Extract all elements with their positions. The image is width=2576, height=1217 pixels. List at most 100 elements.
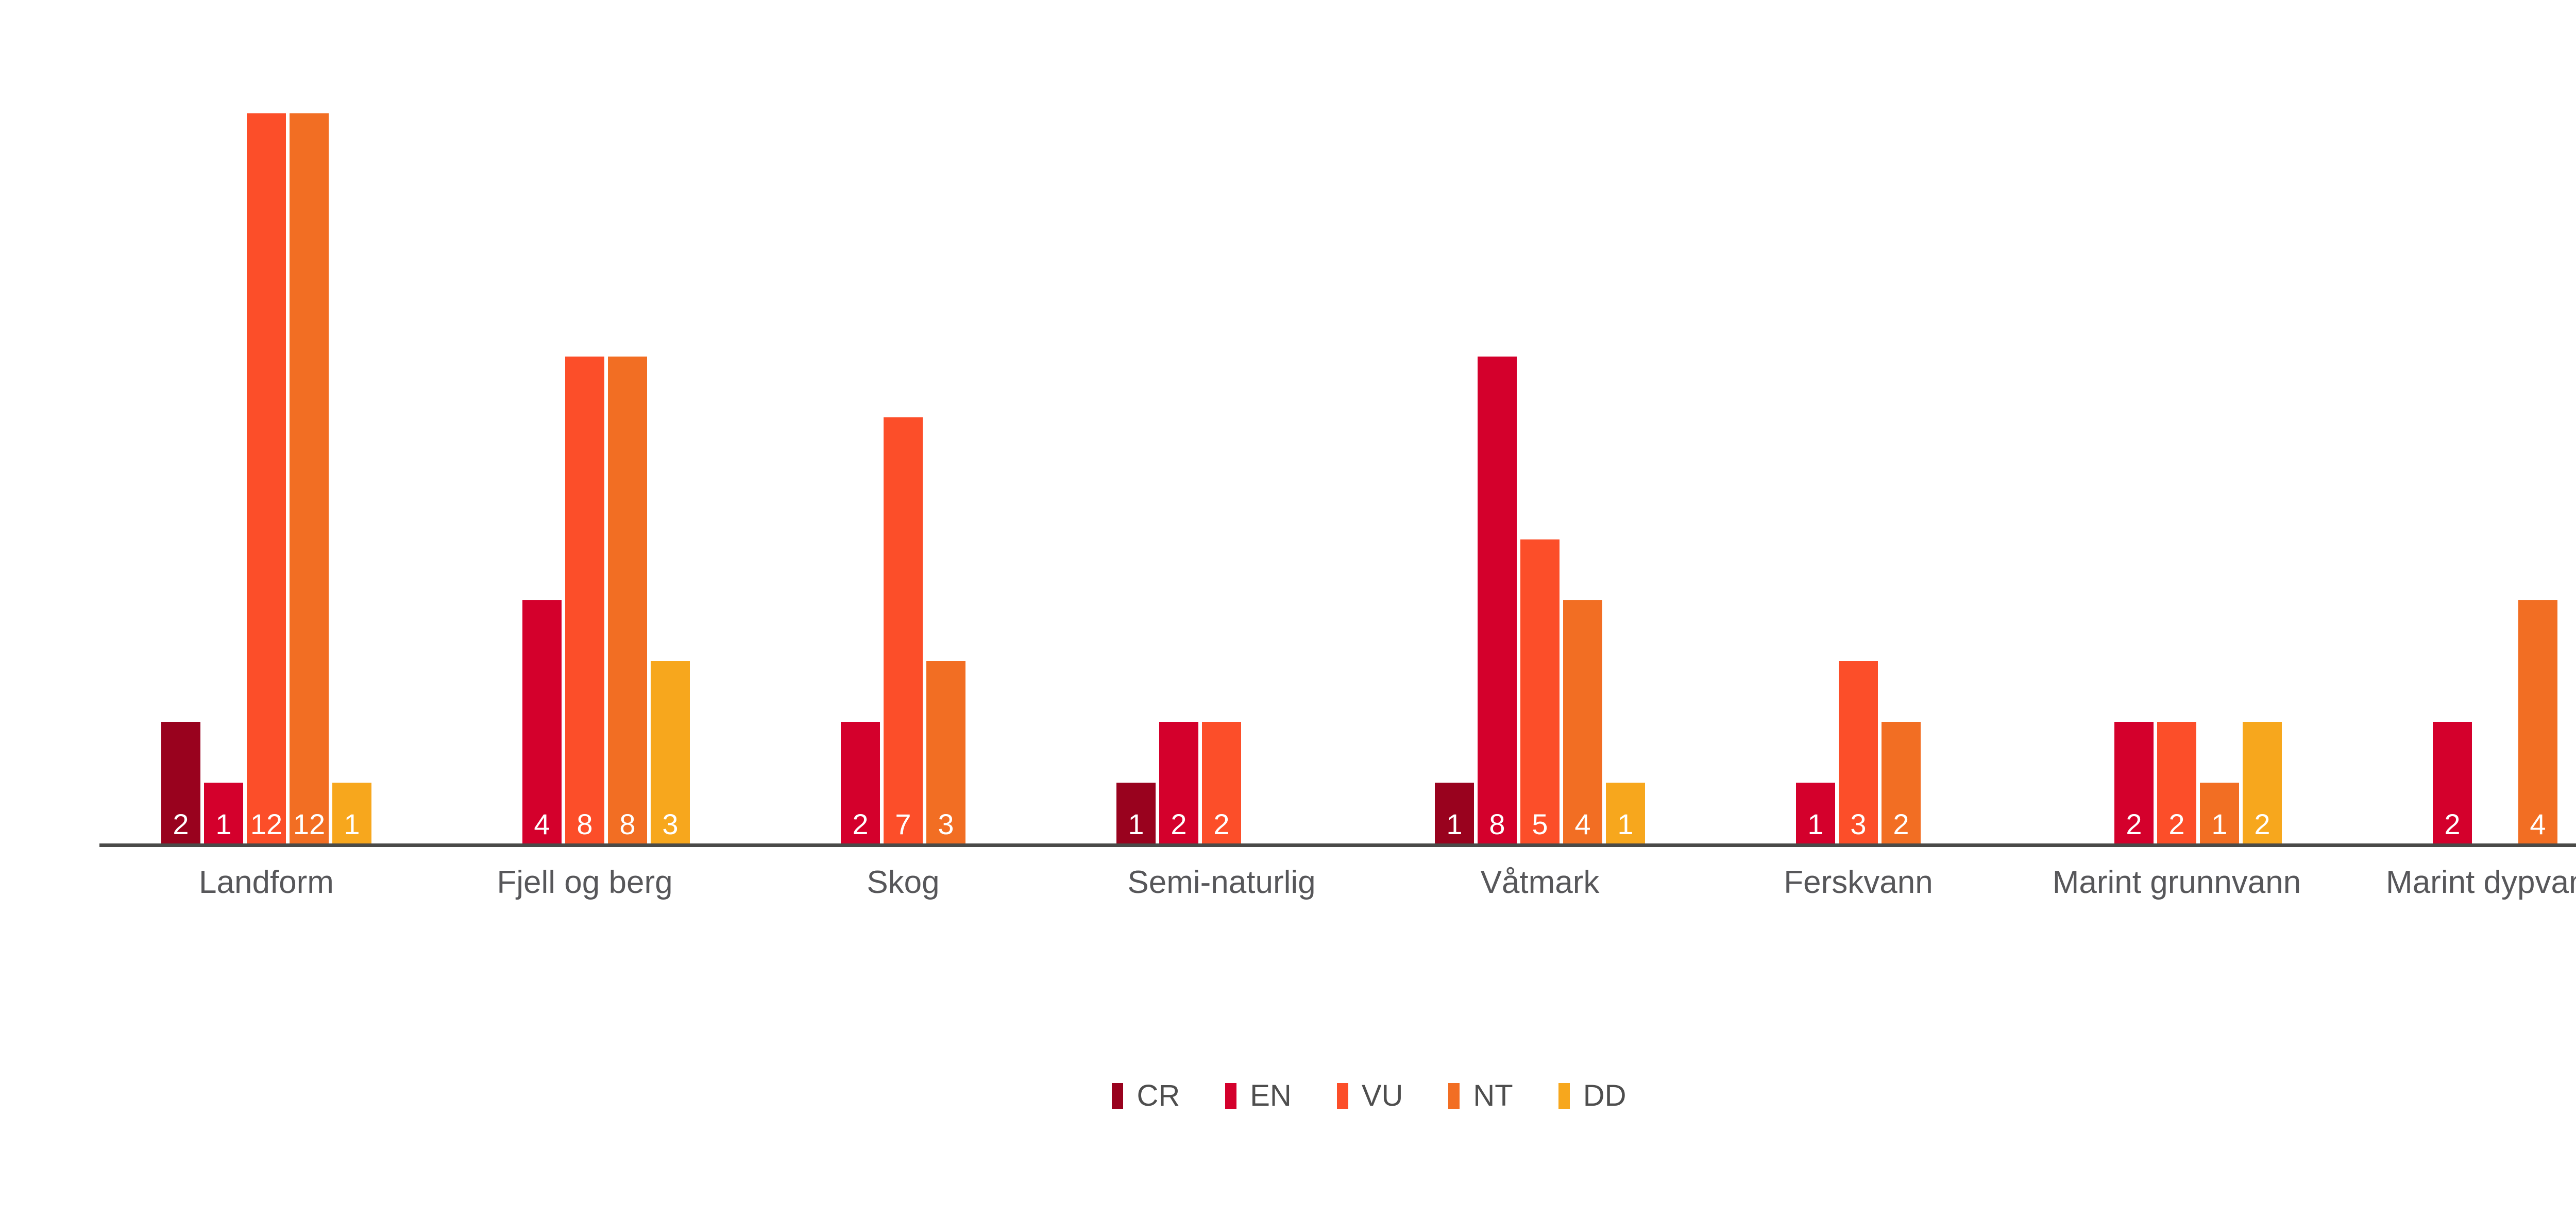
bar-slot-en: 8 [1478,357,1517,843]
bar-value-label: 8 [619,808,636,841]
bar-value-label: 4 [534,808,550,841]
bar-value-label: 2 [1171,808,1187,841]
bar-dd-4[interactable]: 1 [1606,783,1645,843]
category-label-7: Marint dypvann [2386,865,2576,900]
category-label-5: Ferskvann [1784,865,1933,900]
bar-value-label: 5 [1532,808,1548,841]
bar-en-7[interactable]: 2 [2433,722,2472,843]
bar-value-label: 3 [662,808,679,841]
bar-value-label: 8 [577,808,593,841]
legend-swatch-vu [1336,1083,1348,1109]
bar-slot-dd: 3 [651,661,690,843]
bar-en-5[interactable]: 1 [1796,783,1835,843]
bar-nt-4[interactable]: 4 [1563,600,1602,843]
bar-slot-en: 2 [1159,722,1198,843]
bar-slot-vu: 12 [247,113,286,843]
bar-en-1[interactable]: 4 [522,600,562,843]
bar-vu-5[interactable]: 3 [1839,661,1878,843]
bar-value-label: 1 [2211,808,2228,841]
bar-en-4[interactable]: 8 [1478,357,1517,843]
category-label-4: Våtmark [1480,865,1600,900]
bar-value-label: 2 [852,808,869,841]
bar-en-6[interactable]: 2 [2114,722,2154,843]
bar-value-label: 2 [1893,808,1909,841]
bar-slot-nt: 2 [1882,722,1921,843]
bar-en-0[interactable]: 1 [204,783,243,843]
bar-slot-en: 4 [522,600,562,843]
category-label-1: Fjell og berg [497,865,673,900]
bar-nt-6[interactable]: 1 [2200,783,2239,843]
bar-dd-6[interactable]: 2 [2243,722,2282,843]
legend-item-cr[interactable]: CR [1112,1081,1180,1111]
bar-slot-en: 2 [841,722,880,843]
bar-nt-0[interactable]: 12 [290,113,329,843]
bar-slot-en: 2 [2114,722,2154,843]
bar-slot-en: 1 [204,783,243,843]
legend-item-en[interactable]: EN [1225,1081,1292,1111]
bar-value-label: 1 [344,808,360,841]
bar-slot-nt: 4 [1563,600,1602,843]
bar-cr-0[interactable]: 2 [161,722,200,843]
bar-slot-vu: 2 [1202,722,1241,843]
bar-nt-2[interactable]: 3 [926,661,965,843]
bar-value-label: 2 [2168,808,2185,841]
bar-value-label: 3 [938,808,954,841]
bar-vu-2[interactable]: 7 [884,417,923,843]
legend-item-dd[interactable]: DD [1558,1081,1626,1111]
bar-value-label: 7 [895,808,911,841]
bar-slot-dd: 1 [332,783,371,843]
bar-dd-1[interactable]: 3 [651,661,690,843]
bar-cr-3[interactable]: 1 [1116,783,1156,843]
bar-value-label: 1 [1446,808,1463,841]
bar-vu-3[interactable]: 2 [1202,722,1241,843]
bar-value-label: 12 [250,808,283,841]
bar-slot-nt: 3 [926,661,965,843]
bar-cr-4[interactable]: 1 [1435,783,1474,843]
bar-vu-6[interactable]: 2 [2157,722,2196,843]
bar-slot-en: 2 [2433,722,2472,843]
legend-item-vu[interactable]: VU [1336,1079,1403,1112]
bar-slot-nt: 1 [2200,783,2239,843]
bar-vu-0[interactable]: 12 [247,113,286,843]
bar-value-label: 8 [1489,808,1505,841]
legend-label-nt: NT [1473,1079,1513,1112]
bar-slot-en: 1 [1796,783,1835,843]
category-label-2: Skog [867,865,940,900]
bar-value-label: 2 [1213,808,1230,841]
legend-item-nt[interactable]: NT [1448,1081,1513,1111]
legend: CR EN VU NT DD [0,1081,2576,1111]
bar-vu-4[interactable]: 5 [1520,539,1560,843]
x-axis-line [99,843,2576,847]
bar-slot-vu: 7 [884,417,923,843]
legend-label-cr: CR [1137,1079,1180,1112]
bar-slot-cr: 1 [1435,783,1474,843]
legend-label-dd: DD [1583,1079,1626,1112]
bar-en-3[interactable]: 2 [1159,722,1198,843]
bar-value-label: 4 [2530,808,2546,841]
bar-plot-area: 2 1 12 12 1 4 8 8 3 2 7 3 1 2 2 1 8 5 4 1 1 3 2 2 2 1 2 2 4 [107,113,2576,843]
bar-slot-dd: 1 [1606,783,1645,843]
bar-value-label: 12 [293,808,326,841]
category-label-6: Marint grunnvann [2052,865,2301,900]
legend-label-vu: VU [1361,1079,1403,1112]
bar-nt-1[interactable]: 8 [608,357,647,843]
bar-value-label: 4 [1574,808,1591,841]
bar-en-2[interactable]: 2 [841,722,880,843]
legend-label-en: EN [1250,1079,1292,1112]
bar-nt-7[interactable]: 4 [2518,600,2557,843]
legend-swatch-cr [1112,1083,1124,1109]
bar-slot-vu: 3 [1839,661,1878,843]
bar-nt-5[interactable]: 2 [1882,722,1921,843]
bar-group-0: 2 1 12 12 1 [107,113,426,843]
bar-vu-1[interactable]: 8 [565,357,604,843]
category-label-0: Landform [199,865,334,900]
bar-value-label: 2 [2444,808,2461,841]
bar-dd-0[interactable]: 1 [332,783,371,843]
